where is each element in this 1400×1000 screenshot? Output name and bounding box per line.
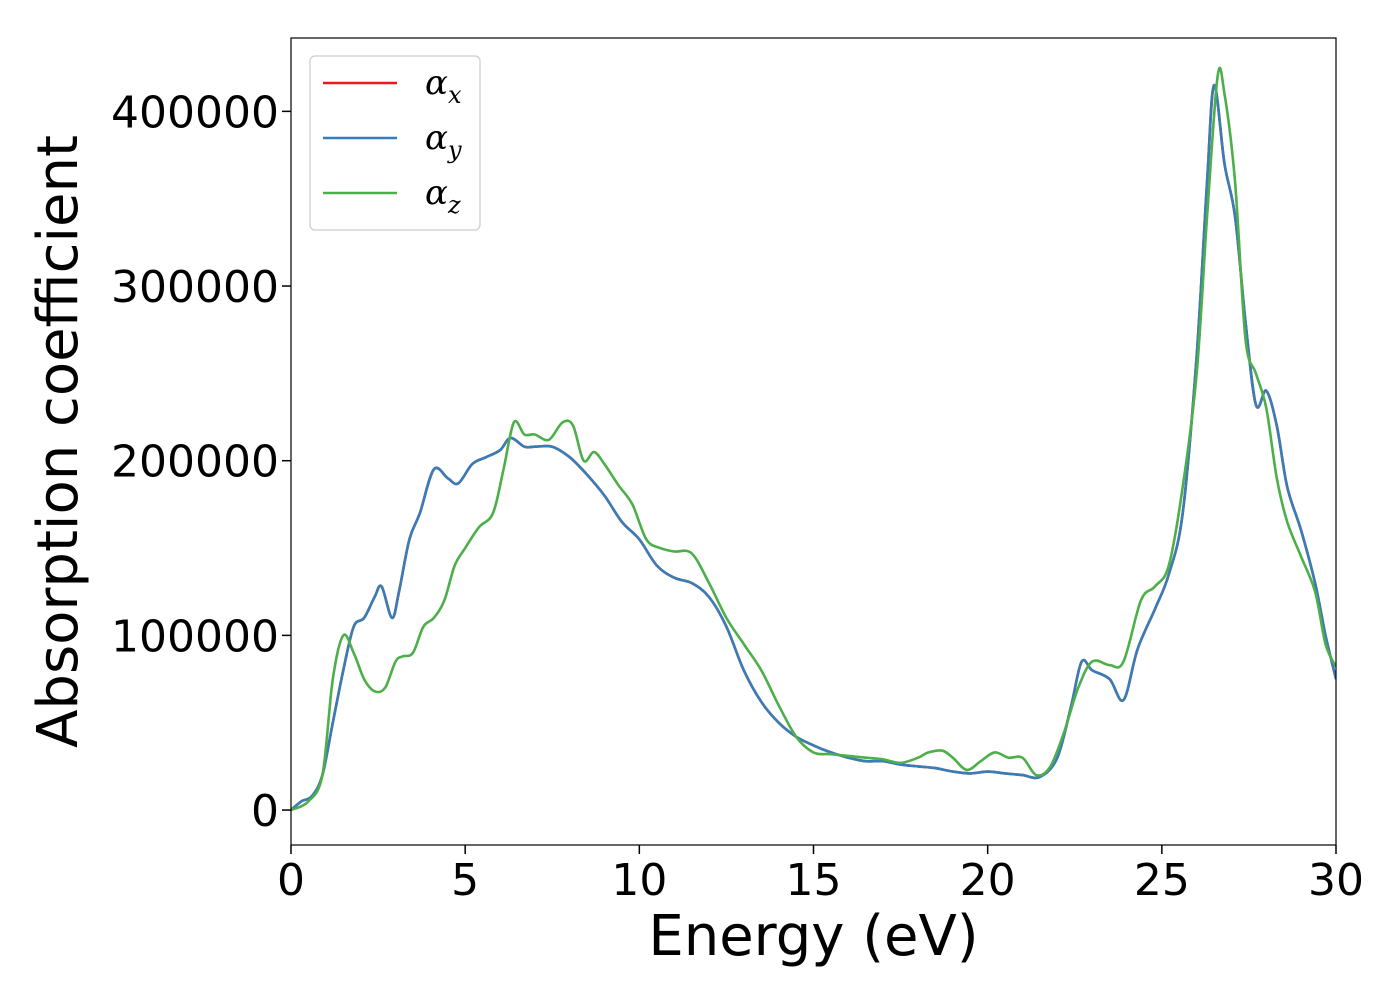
y-axis-ticks: 0 100000 200000 300000 400000: [111, 87, 291, 837]
series-line-3: [291, 66, 1336, 812]
x-axis-title: Energy (eV): [648, 904, 978, 969]
legend-box: [309, 55, 481, 231]
x-tick-label: 5: [451, 855, 479, 906]
y-axis-title: Absorption coefficient: [26, 135, 91, 748]
y-tick-label: 400000: [111, 87, 279, 138]
x-tick-label: 30: [1308, 855, 1364, 906]
legend-label: αz: [425, 173, 461, 219]
x-tick-label: 15: [786, 855, 842, 906]
y-tick-label: 0: [251, 786, 279, 837]
legend-label: αx: [425, 63, 462, 109]
y-tick-label: 100000: [111, 611, 279, 662]
x-tick-label: 10: [611, 855, 667, 906]
series-layer: [291, 66, 1336, 812]
x-tick-label: 25: [1134, 855, 1190, 906]
x-axis-ticks: 0 5 10 15 20 25 30: [277, 845, 1364, 906]
legend: αx αy αz: [309, 55, 481, 231]
legend-label: αy: [425, 118, 462, 164]
series-line-2: [291, 83, 1336, 812]
x-tick-label: 20: [960, 855, 1016, 906]
x-tick-label: 0: [277, 855, 305, 906]
y-tick-label: 200000: [111, 437, 279, 488]
y-tick-label: 300000: [111, 262, 279, 313]
